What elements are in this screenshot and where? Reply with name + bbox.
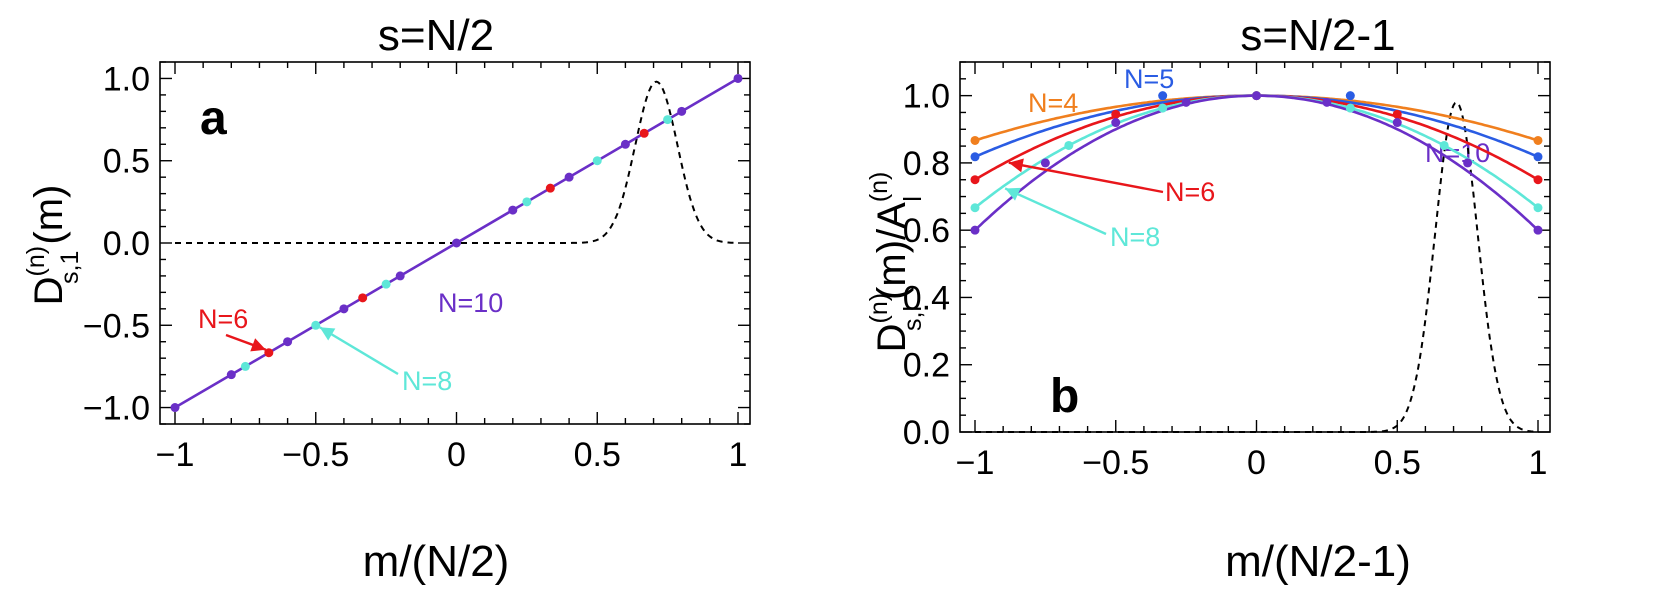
point-a-n8 (381, 279, 391, 289)
x-tick-label-a: −1 (156, 436, 195, 474)
y-tick-label-a: 1.0 (103, 60, 150, 98)
point-a-n10 (170, 403, 180, 413)
y-tick-label-a: −0.5 (83, 307, 150, 345)
point-a-n8 (311, 320, 321, 330)
point-b-n10 (1111, 118, 1121, 128)
panel-b-letter: b (1050, 370, 1079, 423)
x-tick-label-b: −1 (956, 444, 995, 482)
point-a-n6 (545, 183, 555, 193)
x-tick-label-b: 0 (1247, 444, 1266, 482)
panel-b-plot: −1 −0.5 0 0.5 1 0.0 0.2 0.4 0.6 0.8 1.0 (903, 61, 1551, 482)
point-b-n8 (970, 203, 980, 213)
y-tick-label-a: 0.0 (103, 225, 150, 263)
annotation-a-n6: N=6 (198, 304, 248, 334)
point-a-n10 (283, 337, 293, 347)
y-tick-label-b: 0.8 (903, 145, 950, 183)
point-a-n6 (264, 348, 274, 358)
point-b-n5 (970, 152, 980, 162)
point-b-n8 (1064, 140, 1074, 150)
y-tick-label-a: −1.0 (83, 390, 150, 428)
arrow-b-n6-shaft (1008, 161, 1164, 194)
arrow-b-n8-shaft (1004, 187, 1107, 236)
y-tick-label-b: 0.2 (903, 347, 950, 385)
panel-a-title: s=N/2 (378, 11, 494, 60)
point-b-n6 (1111, 109, 1121, 119)
annotation-a-n8: N=8 (402, 366, 452, 396)
point-b-n10 (1322, 97, 1332, 107)
x-tick-label-a: 0 (447, 436, 466, 474)
panel-a-ylabel: D(n) s,1(m) (22, 185, 84, 306)
annotation-b-n4: N=4 (1028, 88, 1078, 118)
dashed-curve-a (175, 80, 738, 244)
point-a-n10 (339, 304, 349, 314)
annotation-b-n6: N=6 (1165, 177, 1215, 207)
point-b-n8 (1439, 140, 1449, 150)
svg-text:D(n)s,1(m): D(n) s,1(m) (22, 185, 84, 306)
point-b-n10 (1463, 158, 1473, 168)
annotation-a-n10: N=10 (438, 288, 503, 318)
point-b-n4 (1533, 135, 1543, 145)
x-tick-label-b: 0.5 (1374, 444, 1421, 482)
point-b-n8 (1533, 203, 1543, 213)
annotation-b-n8: N=8 (1110, 222, 1160, 252)
point-a-n8 (663, 115, 673, 125)
point-a-n10 (564, 172, 574, 182)
point-b-n10 (1181, 97, 1191, 107)
point-a-n10 (226, 370, 236, 380)
point-a-n10 (677, 106, 687, 116)
annotation-b-n5: N=5 (1124, 64, 1174, 94)
x-tick-label-a: 0.5 (574, 436, 621, 474)
arrow-b-n6-head (1008, 158, 1024, 173)
point-a-n10 (508, 205, 518, 215)
panel-a-xlabel: m/(N/2) (363, 537, 510, 586)
point-a-n10 (452, 238, 461, 248)
point-b-n5 (1158, 91, 1168, 101)
point-b-n6 (970, 175, 980, 185)
point-b-n10 (1533, 225, 1543, 235)
point-a-n8 (522, 197, 532, 207)
point-a-n10 (620, 139, 630, 149)
panel-b-title: s=N/2-1 (1240, 11, 1395, 60)
point-a-n10 (395, 271, 405, 281)
panel-a-letter: a (200, 92, 227, 145)
point-b-n10 (1392, 118, 1402, 128)
y-tick-label-b: 0.0 (903, 414, 950, 452)
arrow-a-n8-head (319, 327, 336, 341)
x-tick-label-a: 1 (729, 436, 748, 474)
arrow-a-n6-head (250, 338, 266, 352)
point-b-n10 (1252, 91, 1261, 101)
y-tick-label-b: 1.0 (903, 78, 950, 116)
point-b-n10 (970, 225, 980, 235)
y-tick-label-b: 0.6 (903, 212, 950, 250)
arrow-b-n8-head (1005, 187, 1021, 201)
point-b-n4 (970, 135, 980, 145)
x-tick-label-b: −0.5 (1082, 444, 1149, 482)
arrow-a-n8-shaft (319, 326, 399, 376)
panel-b-xlabel: m/(N/2-1) (1225, 537, 1411, 586)
x-tick-label-b: 1 (1529, 444, 1548, 482)
point-a-n8 (592, 156, 602, 166)
svg-text:D(n)s,l(m)/A(n)l: D(n) s,l(m)/A(n) l (865, 172, 927, 353)
point-b-n10 (1040, 158, 1050, 168)
point-b-n6 (1392, 109, 1402, 119)
point-a-n10 (733, 73, 743, 83)
point-b-n5 (1345, 91, 1355, 101)
point-a-n6 (358, 293, 368, 303)
y-tick-label-a: 0.5 (103, 143, 150, 181)
point-b-n8 (1158, 103, 1168, 113)
point-a-n6 (639, 128, 649, 138)
y-tick-label-b: 0.4 (903, 279, 950, 317)
point-b-n8 (1345, 103, 1355, 113)
point-a-n8 (240, 361, 250, 371)
panel-b-ylabel: D(n) s,l(m)/A(n) l (865, 172, 927, 353)
point-b-n6 (1533, 175, 1543, 185)
x-tick-label-a: −0.5 (282, 436, 349, 474)
panel-a-plot: −1 −0.5 0 0.5 1 −1.0 −0.5 0.0 0.5 1.0 (83, 60, 751, 474)
point-b-n5 (1533, 152, 1543, 162)
dashed-curve-b (975, 101, 1538, 433)
